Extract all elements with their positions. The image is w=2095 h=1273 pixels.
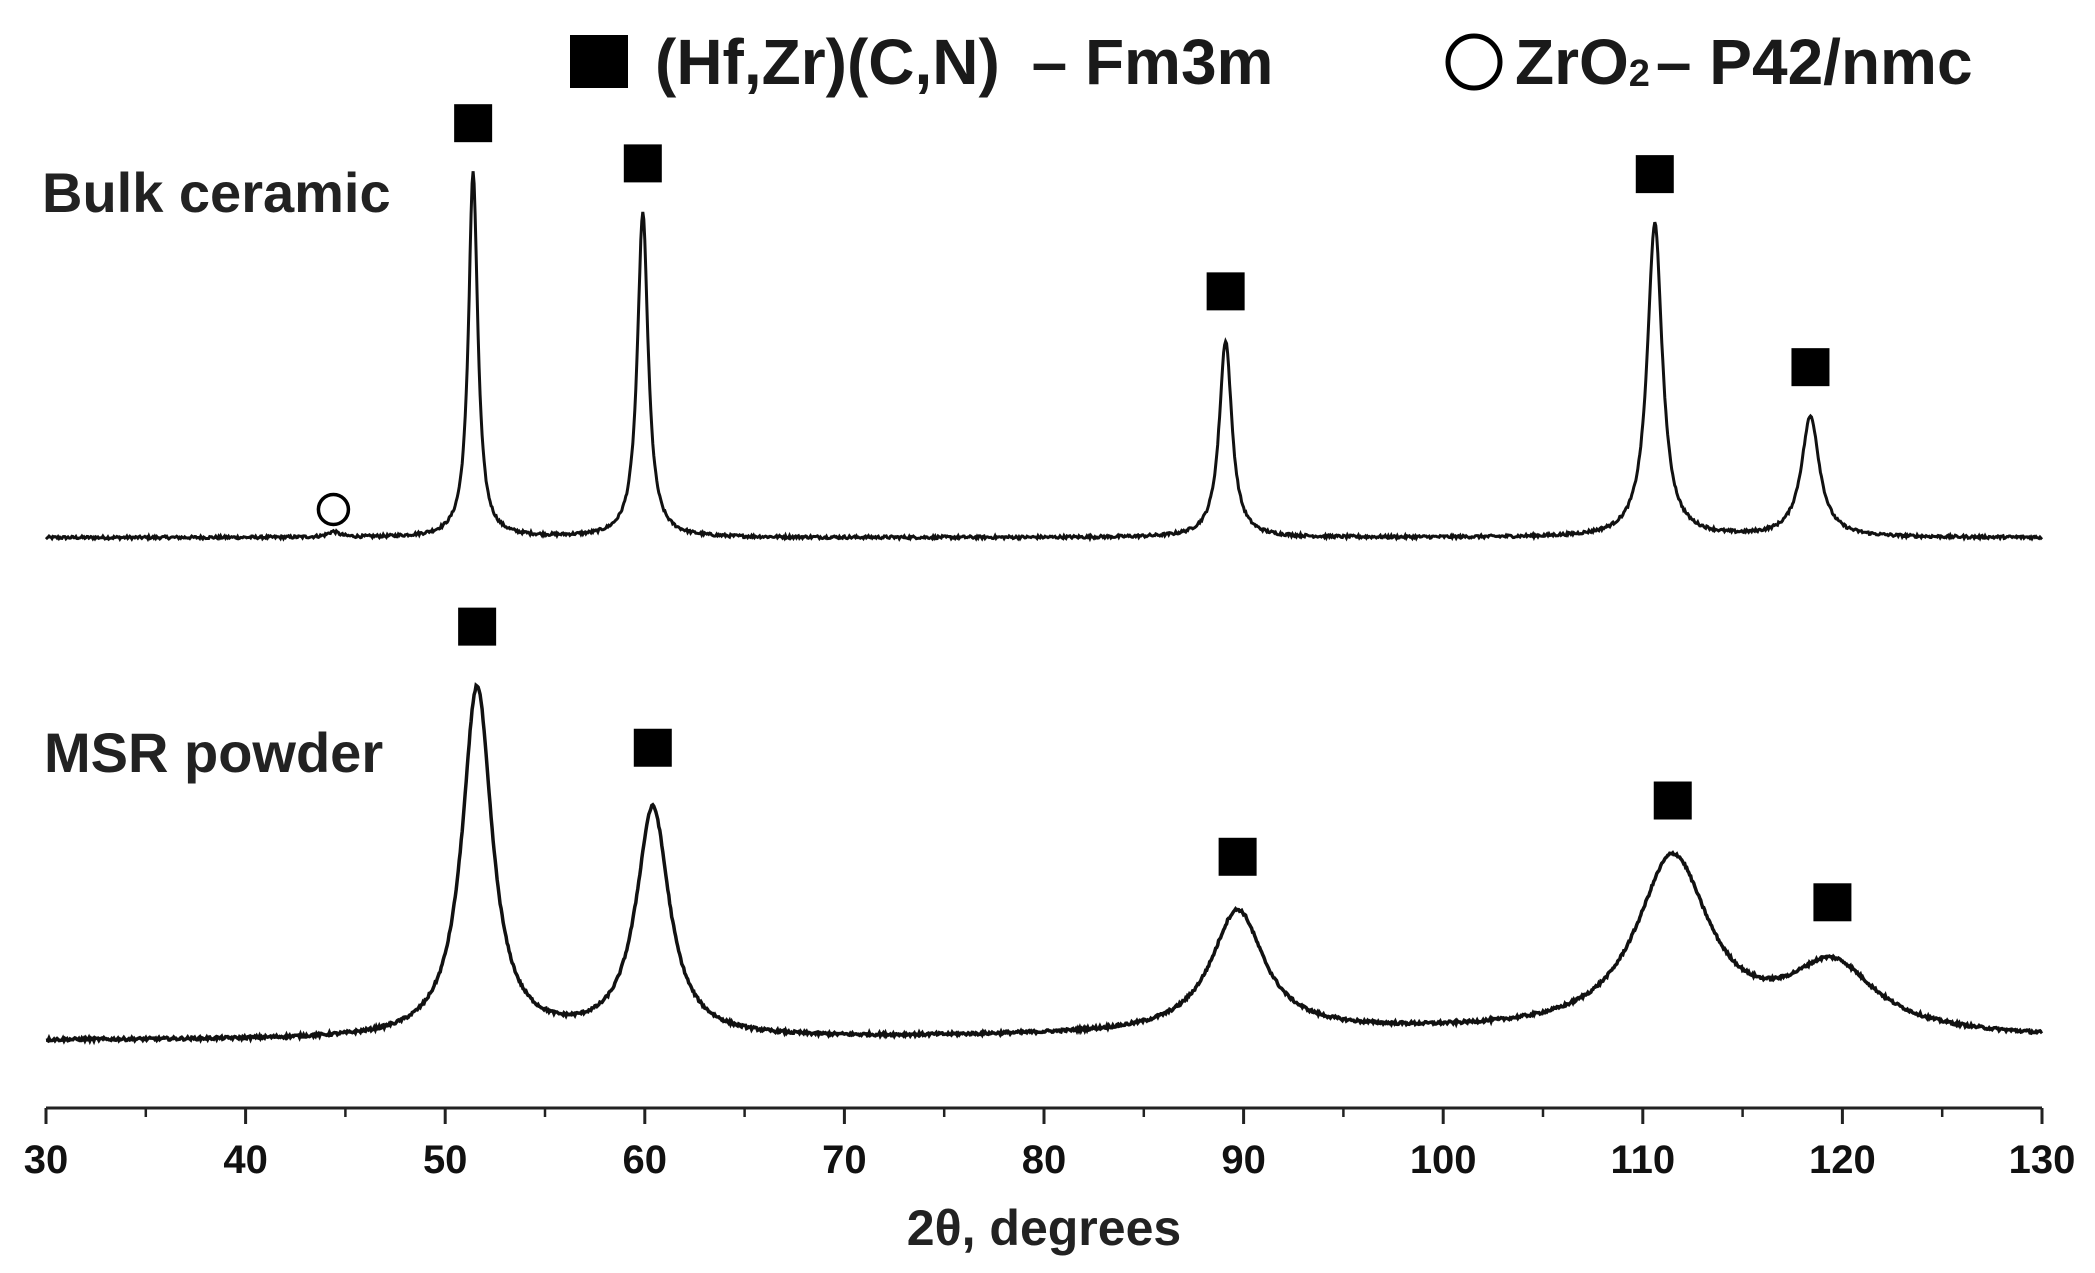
hfzrcn-peak-marker xyxy=(1635,155,1674,194)
legend-zro2-suffix: P42/nmc xyxy=(1709,26,1972,98)
x-tick-label: 100 xyxy=(1410,1138,1477,1182)
series-line-bulk-ceramic xyxy=(44,171,2044,543)
x-tick-label: 50 xyxy=(423,1138,468,1182)
legend-label-zro2: ZrO2– P42/nmc xyxy=(1515,26,1973,98)
phase-markers xyxy=(316,104,1852,922)
legend-square-marker xyxy=(570,35,628,88)
x-tick-label: 120 xyxy=(1809,1138,1876,1182)
hfzrcn-peak-marker xyxy=(458,607,497,646)
legend-zro2-sub: 2 xyxy=(1629,53,1650,95)
hfzrcn-peak-marker xyxy=(454,104,493,143)
hfzrcn-peak-marker xyxy=(1218,837,1257,876)
x-tick-label: 130 xyxy=(2009,1138,2076,1182)
x-tick-label: 40 xyxy=(223,1138,268,1182)
x-tick-label: 80 xyxy=(1022,1138,1067,1182)
legend-circle-marker xyxy=(1445,33,1503,91)
x-tick-label: 70 xyxy=(822,1138,867,1182)
legend-label-hfzrcn: (Hf,Zr)(C,N) – Fm3m xyxy=(655,26,1273,98)
hfzrcn-peak-marker xyxy=(1813,883,1852,922)
x-tick-label: 30 xyxy=(24,1138,69,1182)
legend: (Hf,Zr)(C,N) – Fm3m ZrO2– P42/nmc xyxy=(570,26,1973,98)
legend-hfzrcn-suffix: Fm3m xyxy=(1085,26,1274,98)
x-axis-title: 2θ, degrees xyxy=(907,1200,1181,1256)
hfzrcn-peak-marker xyxy=(1206,272,1245,311)
x-axis: 30 40 50 60 70 80 90 100 110 120 130 xyxy=(24,1106,2076,1182)
hfzrcn-peak-marker xyxy=(633,728,672,767)
hfzrcn-peak-marker xyxy=(1791,348,1830,387)
hfzrcn-peak-marker xyxy=(623,144,662,183)
series-label-powder: MSR powder xyxy=(44,721,383,784)
series-label-bulk: Bulk ceramic xyxy=(42,161,391,224)
x-tick-label: 60 xyxy=(623,1138,668,1182)
x-tick-label: 110 xyxy=(1611,1138,1676,1182)
series-line-msr-powder xyxy=(45,682,2044,1046)
zro2-peak-marker xyxy=(316,492,351,527)
legend-hfzrcn-prefix: (Hf,Zr)(C,N) xyxy=(655,26,1000,98)
x-tick-label: 90 xyxy=(1221,1138,1266,1182)
hfzrcn-peak-marker xyxy=(1653,781,1692,820)
legend-zro2-prefix: ZrO xyxy=(1515,26,1629,98)
